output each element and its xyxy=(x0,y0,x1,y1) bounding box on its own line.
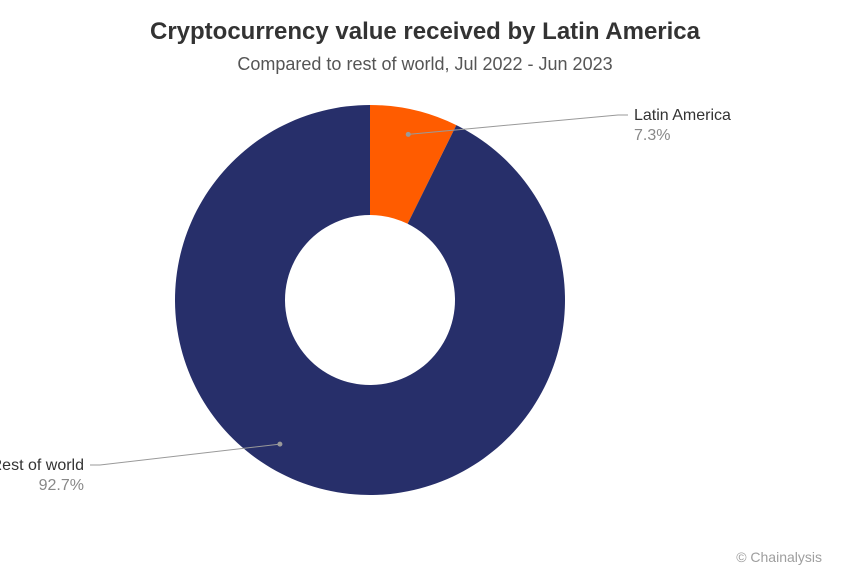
attribution-text: © Chainalysis xyxy=(736,549,822,565)
slice-rest_of_world xyxy=(175,105,565,495)
callout-value-rest_of_world: 92.7% xyxy=(39,477,84,494)
donut-chart: Latin America 7.3% Rest of world 92.7% xyxy=(0,85,850,515)
chart-container: { "title": "Cryptocurrency value receive… xyxy=(0,0,850,581)
chart-title: Cryptocurrency value received by Latin A… xyxy=(0,18,850,46)
chart-subtitle: Compared to rest of world, Jul 2022 - Ju… xyxy=(0,54,850,75)
callout-label-rest_of_world: Rest of world xyxy=(0,457,84,474)
callout-label-latin_america: Latin America xyxy=(634,107,731,124)
callout-value-latin_america: 7.3% xyxy=(634,127,670,144)
